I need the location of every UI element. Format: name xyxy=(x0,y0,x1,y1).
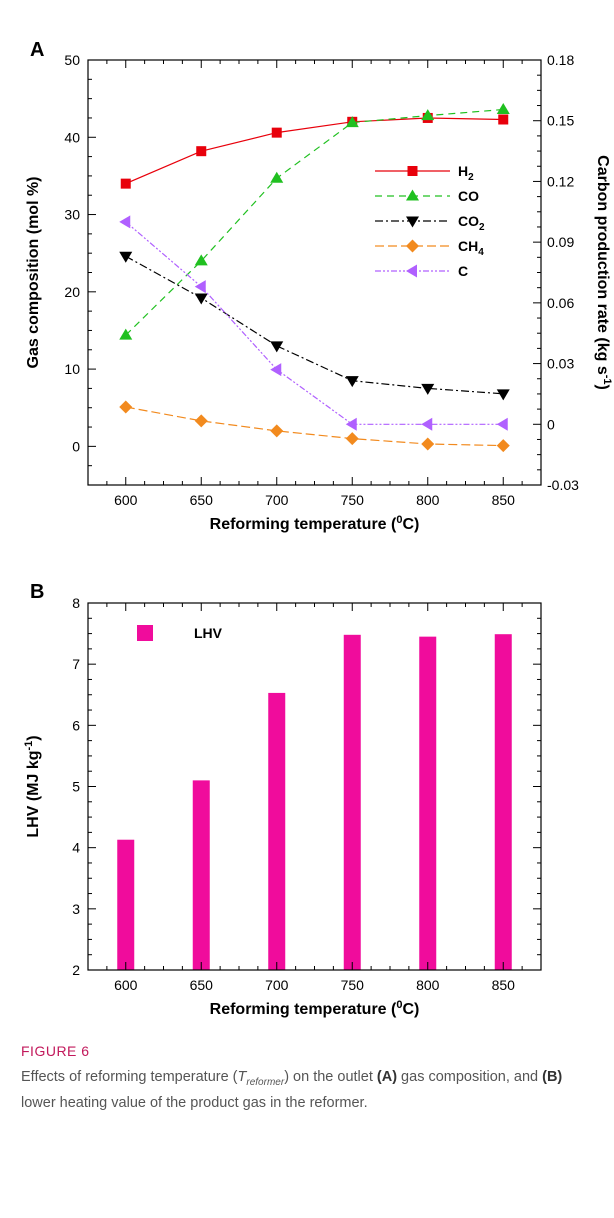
series-point-ch4-650 xyxy=(194,414,208,428)
series-point-c-750 xyxy=(345,417,357,431)
panel-b-label: B xyxy=(30,581,44,603)
x-axis-title: Reforming temperature (0C) xyxy=(210,514,420,533)
series-line-co xyxy=(125,108,504,336)
legend-marker-ch4 xyxy=(406,239,419,253)
series-point-co2-700 xyxy=(270,341,284,353)
x-axis-title: Reforming temperature (0C) xyxy=(210,999,420,1018)
y-tick-label-10: 10 xyxy=(64,361,80,377)
bar-lhv-850 xyxy=(494,634,512,970)
series-point-c-850 xyxy=(496,417,508,431)
x-tick-label-850: 850 xyxy=(492,977,516,993)
legend-label-h2: H2 xyxy=(458,163,474,183)
figure-canvas: A 600 650 700 750 800 850 0 10 20 30 40 50 -0.03 0 0.03… xyxy=(23,39,613,1018)
series-point-c-800 xyxy=(421,417,433,431)
series-point-co2-650 xyxy=(194,293,208,305)
y2-axis-title: Carbon production rate (kg s-1) xyxy=(594,155,613,390)
bar-lhv-800 xyxy=(419,636,437,970)
series-point-ch4-700 xyxy=(270,424,284,438)
legend-label-co2: CO2 xyxy=(458,213,485,233)
x-tick-label-850: 850 xyxy=(492,492,516,508)
series-point-co2-850 xyxy=(496,389,510,401)
legend-label-c: C xyxy=(458,263,468,279)
y-tick-label-50: 50 xyxy=(64,52,80,68)
series-point-co-650 xyxy=(194,254,208,266)
y-axis-title: Gas composition (mol %) xyxy=(25,176,42,368)
figure-label: FIGURE 6 xyxy=(21,1043,90,1059)
x-tick-label-750: 750 xyxy=(341,977,365,993)
y-axis-title: LHV (MJ kg-1) xyxy=(23,735,42,837)
x-tick-label-800: 800 xyxy=(416,492,440,508)
series-line-ch4 xyxy=(125,406,504,447)
y2-tick-label: 0.03 xyxy=(547,356,574,372)
panel-b-frame xyxy=(87,602,542,971)
y-tick-label-0: 0 xyxy=(72,438,80,454)
series-point-ch4-850 xyxy=(496,439,510,453)
legend-label-co: CO xyxy=(458,188,479,204)
series-point-ch4-600 xyxy=(119,400,133,414)
x-tick-label-750: 750 xyxy=(341,492,365,508)
series-point-c-600 xyxy=(119,215,131,229)
y-tick-label-20: 20 xyxy=(64,284,80,300)
legend-label-ch4: CH4 xyxy=(458,238,484,258)
y2-tick-label: -0.03 xyxy=(547,477,579,493)
y-tick-label-40: 40 xyxy=(64,129,80,145)
x-tick-label-700: 700 xyxy=(265,977,289,993)
panel-a-label: A xyxy=(30,39,44,61)
x-tick-label-700: 700 xyxy=(265,492,289,508)
series-point-h2-850 xyxy=(498,114,509,125)
series-point-co-750 xyxy=(345,116,359,128)
x-tick-label-600: 600 xyxy=(114,492,138,508)
series-point-co-850 xyxy=(496,102,510,114)
series-point-c-700 xyxy=(270,363,282,377)
x-tick-label-650: 650 xyxy=(190,492,214,508)
series-point-co2-800 xyxy=(421,383,435,395)
y2-tick-label: 0.09 xyxy=(547,234,574,250)
series-line-h2 xyxy=(125,117,504,185)
legend-marker-c xyxy=(406,264,417,278)
series-point-co-700 xyxy=(270,171,284,183)
bar-lhv-750 xyxy=(343,634,361,970)
y-tick-label-8: 8 xyxy=(72,595,80,611)
series-point-co2-600 xyxy=(119,251,133,263)
legend-marker-co xyxy=(406,189,419,201)
series-point-h2-650 xyxy=(196,146,207,157)
y-tick-label-2: 2 xyxy=(72,962,80,978)
y-tick-label-6: 6 xyxy=(72,717,80,733)
y2-tick-label: 0.12 xyxy=(547,173,574,189)
x-tick-label-650: 650 xyxy=(190,977,214,993)
bar-lhv-600 xyxy=(117,839,135,970)
legend-label-lhv: LHV xyxy=(194,625,223,641)
y-tick-label-7: 7 xyxy=(72,656,80,672)
figure-caption: FIGURE 6 Effects of reforming temperatur… xyxy=(21,1043,596,1114)
x-tick-label-600: 600 xyxy=(114,977,138,993)
y2-tick-label: 0.18 xyxy=(547,52,574,68)
series-point-c-650 xyxy=(194,280,206,294)
legend-marker-co2 xyxy=(406,216,419,228)
t-reformer-symbol: Treformer xyxy=(237,1069,285,1088)
bar-lhv-700 xyxy=(268,692,286,970)
series-point-ch4-800 xyxy=(421,437,435,451)
series-line-c xyxy=(125,221,504,425)
series-point-ch4-750 xyxy=(345,432,359,446)
legend-marker-h2 xyxy=(407,166,418,176)
series-point-h2-700 xyxy=(271,127,282,138)
y2-tick-label: 0.06 xyxy=(547,295,574,311)
y2-tick-label: 0.15 xyxy=(547,113,574,129)
panel-b-chart: B 600 650 700 750 800 850 2 3 4 5 6 7 8 LHV Reforming t… xyxy=(23,581,542,1018)
figure-caption-text: Effects of reforming temperature (Trefor… xyxy=(21,1069,563,1111)
y-tick-label-5: 5 xyxy=(72,779,80,795)
bar-lhv-650 xyxy=(192,780,210,970)
legend-marker-lhv xyxy=(137,625,153,641)
series-point-co-600 xyxy=(119,328,133,340)
series-point-co-800 xyxy=(421,109,435,121)
series-line-co2 xyxy=(125,255,504,395)
y-tick-label-30: 30 xyxy=(64,207,80,223)
y-tick-label-4: 4 xyxy=(72,840,80,856)
y-tick-label-3: 3 xyxy=(72,901,80,917)
series-point-co2-750 xyxy=(345,376,359,388)
x-tick-label-800: 800 xyxy=(416,977,440,993)
panel-a-chart: A 600 650 700 750 800 850 0 10 20 30 40 50 -0.03 0 0.03… xyxy=(25,39,613,533)
y2-tick-label: 0 xyxy=(547,416,555,432)
series-point-h2-600 xyxy=(120,178,131,189)
